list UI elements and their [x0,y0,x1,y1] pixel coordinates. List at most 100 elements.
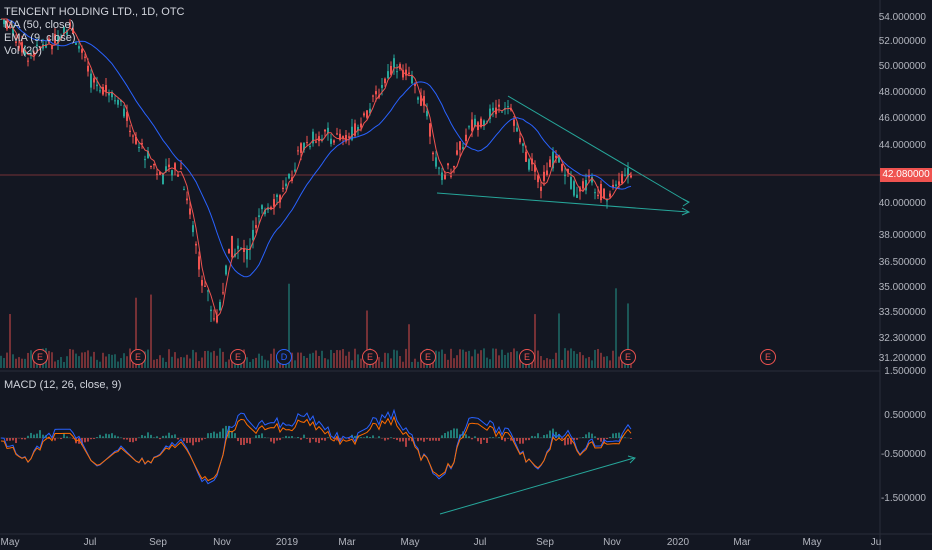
candle-body [204,285,206,287]
volume-bar [483,348,485,368]
macd-histogram-bar [402,438,404,442]
macd-histogram-bar [363,437,365,438]
earnings-marker[interactable]: E [362,349,378,365]
volume-bar [594,349,596,368]
candle-body [297,150,299,152]
volume-bar [300,352,302,368]
time-tick: Mar [733,537,751,548]
macd-histogram-bar [339,438,341,441]
volume-bar [390,358,392,368]
ema-legend[interactable]: EMA (9, close) [4,32,76,44]
price-tick: 52.000000 [878,36,926,47]
candle-body [222,292,224,294]
earnings-marker[interactable]: E [420,349,436,365]
macd-histogram-bar [153,437,155,438]
macd-histogram-bar [588,432,590,438]
candle-body [192,225,194,233]
macd-histogram-bar [102,436,104,438]
macd-histogram-bar [15,438,17,443]
volume-bar [534,314,536,368]
symbol-title[interactable]: TENCENT HOLDING LTD., 1D, OTC [4,6,185,18]
macd-histogram-bar [255,435,257,438]
volume-bar [588,356,590,368]
macd-histogram-bar [48,438,50,439]
candle-body [339,133,341,140]
candle-body [42,44,44,49]
candle-body [561,164,563,171]
candle-body [444,174,446,180]
earnings-marker[interactable]: E [519,349,535,365]
volume-bar [603,356,605,368]
ma-legend[interactable]: MA (50, close) [4,19,75,31]
macd-histogram-bar [300,438,302,440]
candle-body [285,183,287,187]
macd-histogram-bar [54,438,56,441]
macd-histogram-bar [24,438,26,440]
volume-bar [360,358,362,368]
time-tick: May [0,537,20,548]
macd-histogram-bar [591,433,593,438]
volume-bar [228,359,230,368]
volume-bar [513,348,515,368]
earnings-marker[interactable]: E [620,349,636,365]
candle-body [618,181,620,185]
volume-bar [447,359,449,368]
candle-body [15,41,17,43]
macd-histogram-bar [129,438,131,442]
volume-bar [33,360,35,368]
volume-bar [165,361,167,368]
current-price-tag: 42.080000 [880,168,932,182]
earnings-marker[interactable]: E [32,349,48,365]
volume-bar [273,348,275,368]
time-tick: 2020 [666,537,690,548]
volume-bar [90,356,92,368]
dividend-marker[interactable]: D [276,349,292,365]
candle-body [282,187,284,190]
macd-legend[interactable]: MACD (12, 26, close, 9) [4,379,122,391]
candle-body [525,151,527,162]
volume-bar [198,361,200,368]
macd-histogram-bar [306,438,308,439]
macd-histogram-bar [90,438,92,440]
candle-body [456,150,458,155]
volume-bar [348,351,350,368]
macd-histogram-bar [240,438,242,445]
volume-bar [444,353,446,368]
macd-histogram-bar [474,436,476,438]
candle-body [111,92,113,98]
volume-bar [537,350,539,368]
volume-bar [381,361,383,368]
candle-body [570,176,572,189]
vol-legend[interactable]: Vol (20) [4,45,42,57]
macd-line [0,408,632,485]
macd-histogram-bar [399,438,401,442]
macd-histogram-bar [84,438,86,443]
earnings-marker[interactable]: E [760,349,776,365]
macd-histogram-bar [216,433,218,438]
volume-bar [354,348,356,368]
volume-bar [408,324,410,368]
volume-bar [579,352,581,368]
macd-histogram-bar [117,436,119,438]
volume-bar [195,352,197,368]
candle-body [459,141,461,150]
volume-bar [288,283,290,368]
earnings-marker[interactable]: E [230,349,246,365]
candle-body [615,184,617,186]
volume-bar [183,357,185,368]
earnings-marker[interactable]: E [130,349,146,365]
macd-histogram-bar [312,438,314,440]
price-tick: 54.000000 [878,12,926,23]
volume-bar [258,353,260,368]
volume-bar [543,360,545,368]
volume-bar [117,361,119,368]
volume-bar [486,357,488,368]
volume-bar [246,357,248,368]
macd-histogram-bar [291,436,293,438]
volume-bar [345,355,347,368]
candle-body [465,134,467,142]
volume-bar [435,350,437,368]
candle-body [543,171,545,181]
upper-trendline [507,95,689,203]
